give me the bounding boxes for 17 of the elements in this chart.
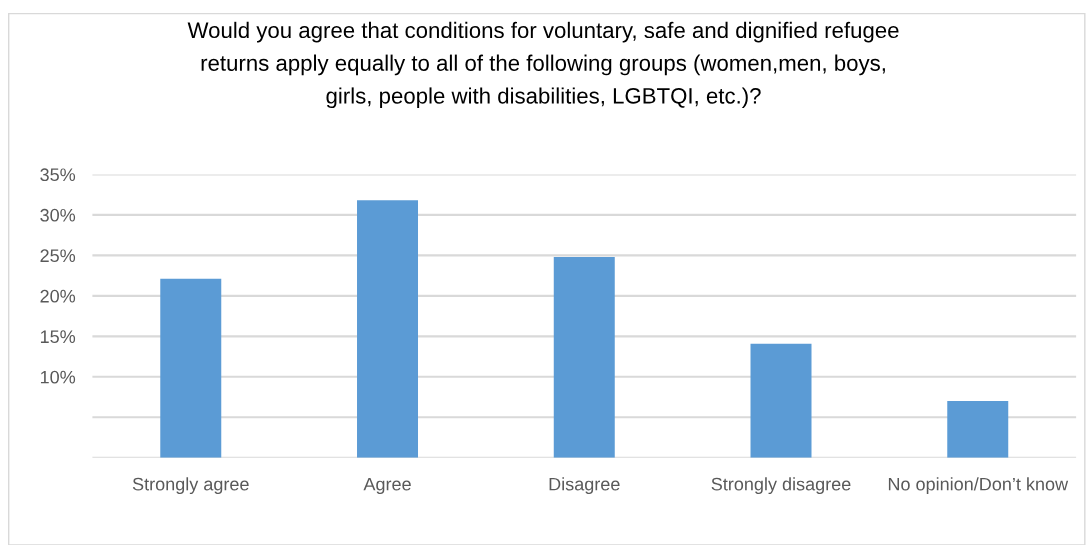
x-tick-label: Agree: [363, 477, 411, 495]
bar: [947, 401, 1009, 458]
x-tick-label: No opinion/Don’t know: [888, 477, 1069, 495]
y-tick-label: 30%: [40, 208, 76, 222]
y-tick-label: 25%: [40, 249, 76, 263]
y-tick-label: 20%: [40, 289, 76, 303]
x-tick-label: Strongly disagree: [711, 477, 851, 495]
y-tick-label: 15%: [40, 330, 76, 344]
bar: [750, 343, 812, 458]
bar: [160, 278, 222, 458]
x-tick-label: Disagree: [549, 477, 620, 495]
y-tick-label: 35%: [40, 168, 76, 182]
chart-title: Would you agree that conditions for voluntary, safe and dignified refugee returns apply equally to all of the following groups (women,men, boys, girls, people with disabilities, LGBTQI, etc.)?: [187, 21, 899, 109]
bar: [357, 200, 419, 458]
bar: [553, 256, 615, 458]
y-tick-label: 10%: [40, 370, 76, 384]
x-tick-label: Strongly agree: [132, 477, 249, 495]
